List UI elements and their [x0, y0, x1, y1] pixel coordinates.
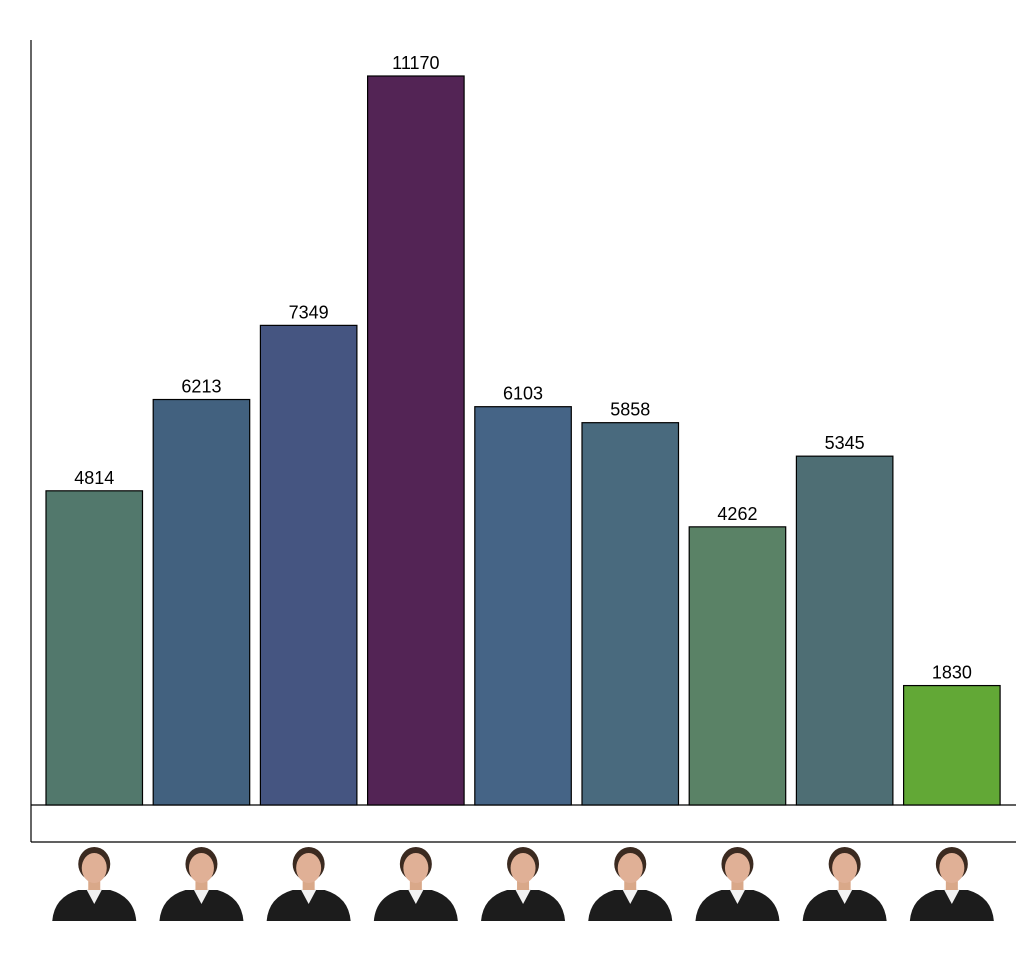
portrait-robe [588, 890, 673, 921]
bar-8 [795, 455, 894, 806]
portrait-face [296, 853, 322, 883]
data-label-5: 6103 [503, 384, 543, 404]
portrait-collar [407, 889, 424, 904]
portrait-collar [729, 889, 746, 904]
portrait-face [403, 853, 429, 883]
portrait-robe [802, 890, 887, 921]
portrait-collar [836, 889, 853, 904]
data-label-7: 4262 [717, 504, 757, 524]
bar-7 [688, 526, 787, 806]
bar-9 [902, 684, 1001, 806]
portrait-face [81, 853, 107, 883]
data-label-3: 7349 [289, 302, 329, 322]
portrait-robe [373, 890, 458, 921]
portrait-collar [193, 889, 210, 904]
portrait-icon-2 [159, 847, 244, 921]
portrait-robe [481, 890, 566, 921]
portrait-collar [86, 889, 103, 904]
portrait-face [617, 853, 643, 883]
portrait-collar [515, 889, 532, 904]
portrait-robe [52, 890, 137, 921]
bar-6 [581, 422, 680, 806]
portrait-face [510, 853, 536, 883]
data-label-8: 5345 [825, 433, 865, 453]
data-label-4: 11170 [392, 53, 439, 73]
portrait-icon-1 [52, 847, 137, 921]
bar-5 [474, 406, 572, 806]
portrait-icon-5 [481, 847, 566, 921]
data-label-9: 1830 [932, 663, 972, 683]
portrait-robe [266, 890, 351, 921]
portrait-collar [622, 889, 639, 904]
portrait-collar [300, 889, 317, 904]
portrait-collar [943, 889, 960, 904]
portrait-icon-9 [909, 847, 994, 921]
x-tick-portraits [52, 847, 994, 921]
bar-2 [152, 398, 251, 806]
portrait-face [724, 853, 750, 883]
portrait-face [188, 853, 214, 883]
data-label-1: 4814 [74, 468, 114, 488]
portrait-icon-4 [373, 847, 458, 921]
portrait-icon-8 [802, 847, 887, 921]
data-labels: 4814 6213 7349 11170 6103 5858 4262 5345 1830 [74, 53, 972, 683]
data-label-6: 5858 [610, 400, 650, 420]
portrait-face [939, 853, 965, 883]
bar-1 [45, 490, 144, 806]
bar-3 [259, 324, 358, 806]
portrait-icon-3 [266, 847, 351, 921]
portrait-robe [695, 890, 780, 921]
portrait-face [832, 853, 858, 883]
bar-4 [367, 75, 465, 806]
portrait-robe [159, 890, 244, 921]
bars [45, 75, 1001, 806]
portrait-icon-6 [588, 847, 673, 921]
portrait-icon-7 [695, 847, 780, 921]
data-label-2: 6213 [181, 377, 221, 397]
portrait-robe [909, 890, 994, 921]
